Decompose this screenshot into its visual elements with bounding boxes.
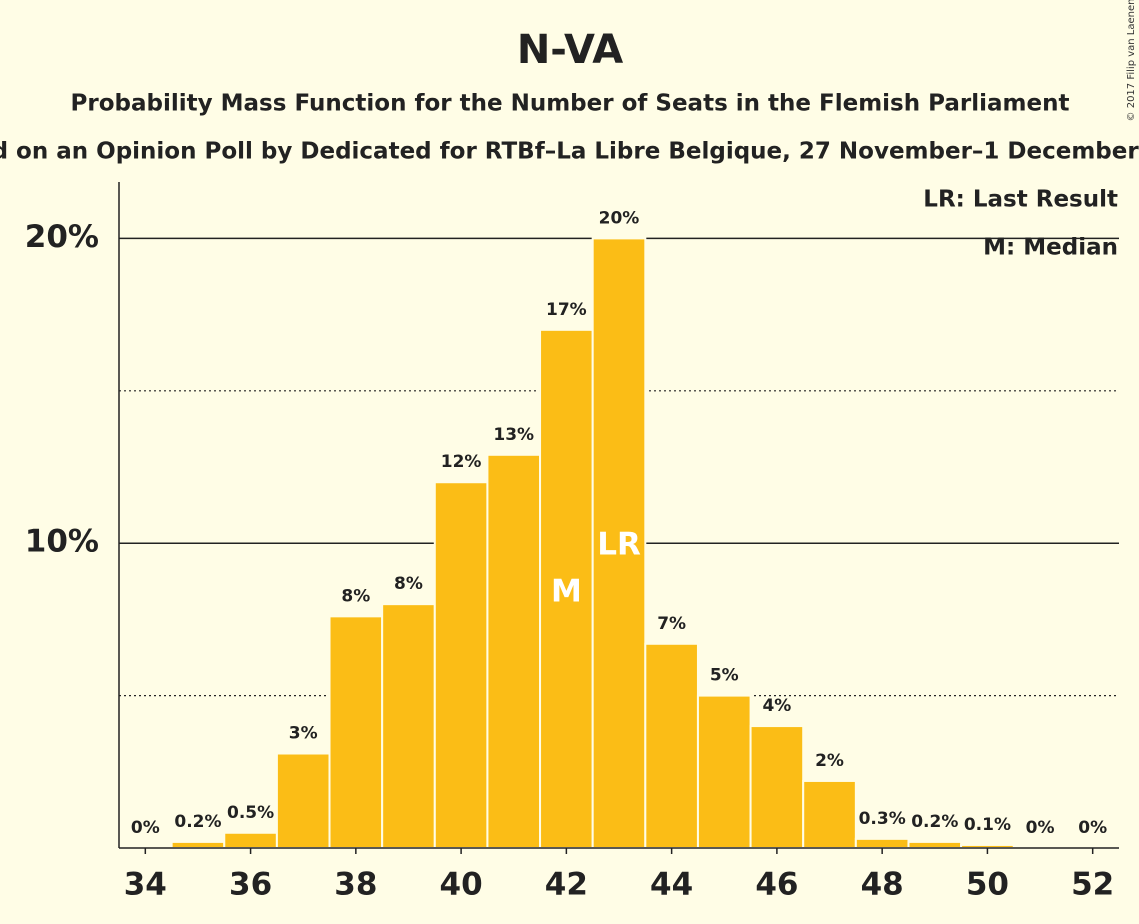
bar xyxy=(486,453,542,849)
value-label: 0% xyxy=(131,818,160,838)
bar xyxy=(802,779,857,850)
x-tick-label: 50 xyxy=(966,867,1009,903)
chart-subtitle: Probability Mass Function for the Number… xyxy=(71,91,1070,117)
value-label: 3% xyxy=(289,724,318,744)
y-tick-label: 10% xyxy=(25,524,99,560)
value-label: 2% xyxy=(815,751,844,771)
copyright: © 2017 Filip van Laenen xyxy=(1126,0,1137,121)
value-label: 8% xyxy=(341,586,370,606)
bar-marker: LR xyxy=(597,527,641,563)
y-tick-label: 20% xyxy=(25,219,99,255)
value-label: 0% xyxy=(1078,818,1107,838)
x-tick-label: 48 xyxy=(861,867,904,903)
chart-subtitle: Based on an Opinion Poll by Dedicated fo… xyxy=(0,139,1139,165)
value-label: 0.2% xyxy=(911,812,958,832)
x-tick-label: 34 xyxy=(124,867,167,903)
x-tick-label: 40 xyxy=(440,867,483,903)
bar xyxy=(696,694,752,849)
bar xyxy=(223,831,278,849)
bar xyxy=(328,615,384,850)
bar xyxy=(591,237,647,849)
value-label: 13% xyxy=(493,425,534,445)
value-label: 0% xyxy=(1026,818,1055,838)
bar xyxy=(381,603,436,849)
value-label: 8% xyxy=(394,574,423,594)
x-tick-label: 52 xyxy=(1071,867,1114,903)
value-label: 5% xyxy=(710,666,739,686)
value-label: 7% xyxy=(657,614,686,634)
value-label: 0.5% xyxy=(227,803,274,823)
value-label: 17% xyxy=(546,300,587,320)
x-tick-label: 38 xyxy=(334,867,377,903)
chart-title: N-VA xyxy=(517,27,623,73)
value-label: 12% xyxy=(441,452,482,472)
legend-entry: LR: Last Result xyxy=(923,187,1118,213)
value-label: 0.1% xyxy=(964,815,1011,835)
bar-marker: M xyxy=(551,574,582,610)
value-label: 0.2% xyxy=(174,812,221,832)
value-label: 4% xyxy=(762,696,791,716)
value-label: 0.3% xyxy=(859,809,906,829)
bar xyxy=(644,642,699,850)
value-label: 20% xyxy=(599,208,640,228)
bar xyxy=(170,840,226,849)
x-tick-label: 36 xyxy=(229,867,272,903)
x-tick-label: 46 xyxy=(755,867,798,903)
bar xyxy=(749,725,805,850)
x-tick-label: 42 xyxy=(545,867,588,903)
bar xyxy=(433,481,489,849)
x-tick-label: 44 xyxy=(650,867,693,903)
bar xyxy=(539,328,594,849)
bar xyxy=(275,752,331,850)
bar xyxy=(907,840,963,849)
bar xyxy=(854,837,910,849)
